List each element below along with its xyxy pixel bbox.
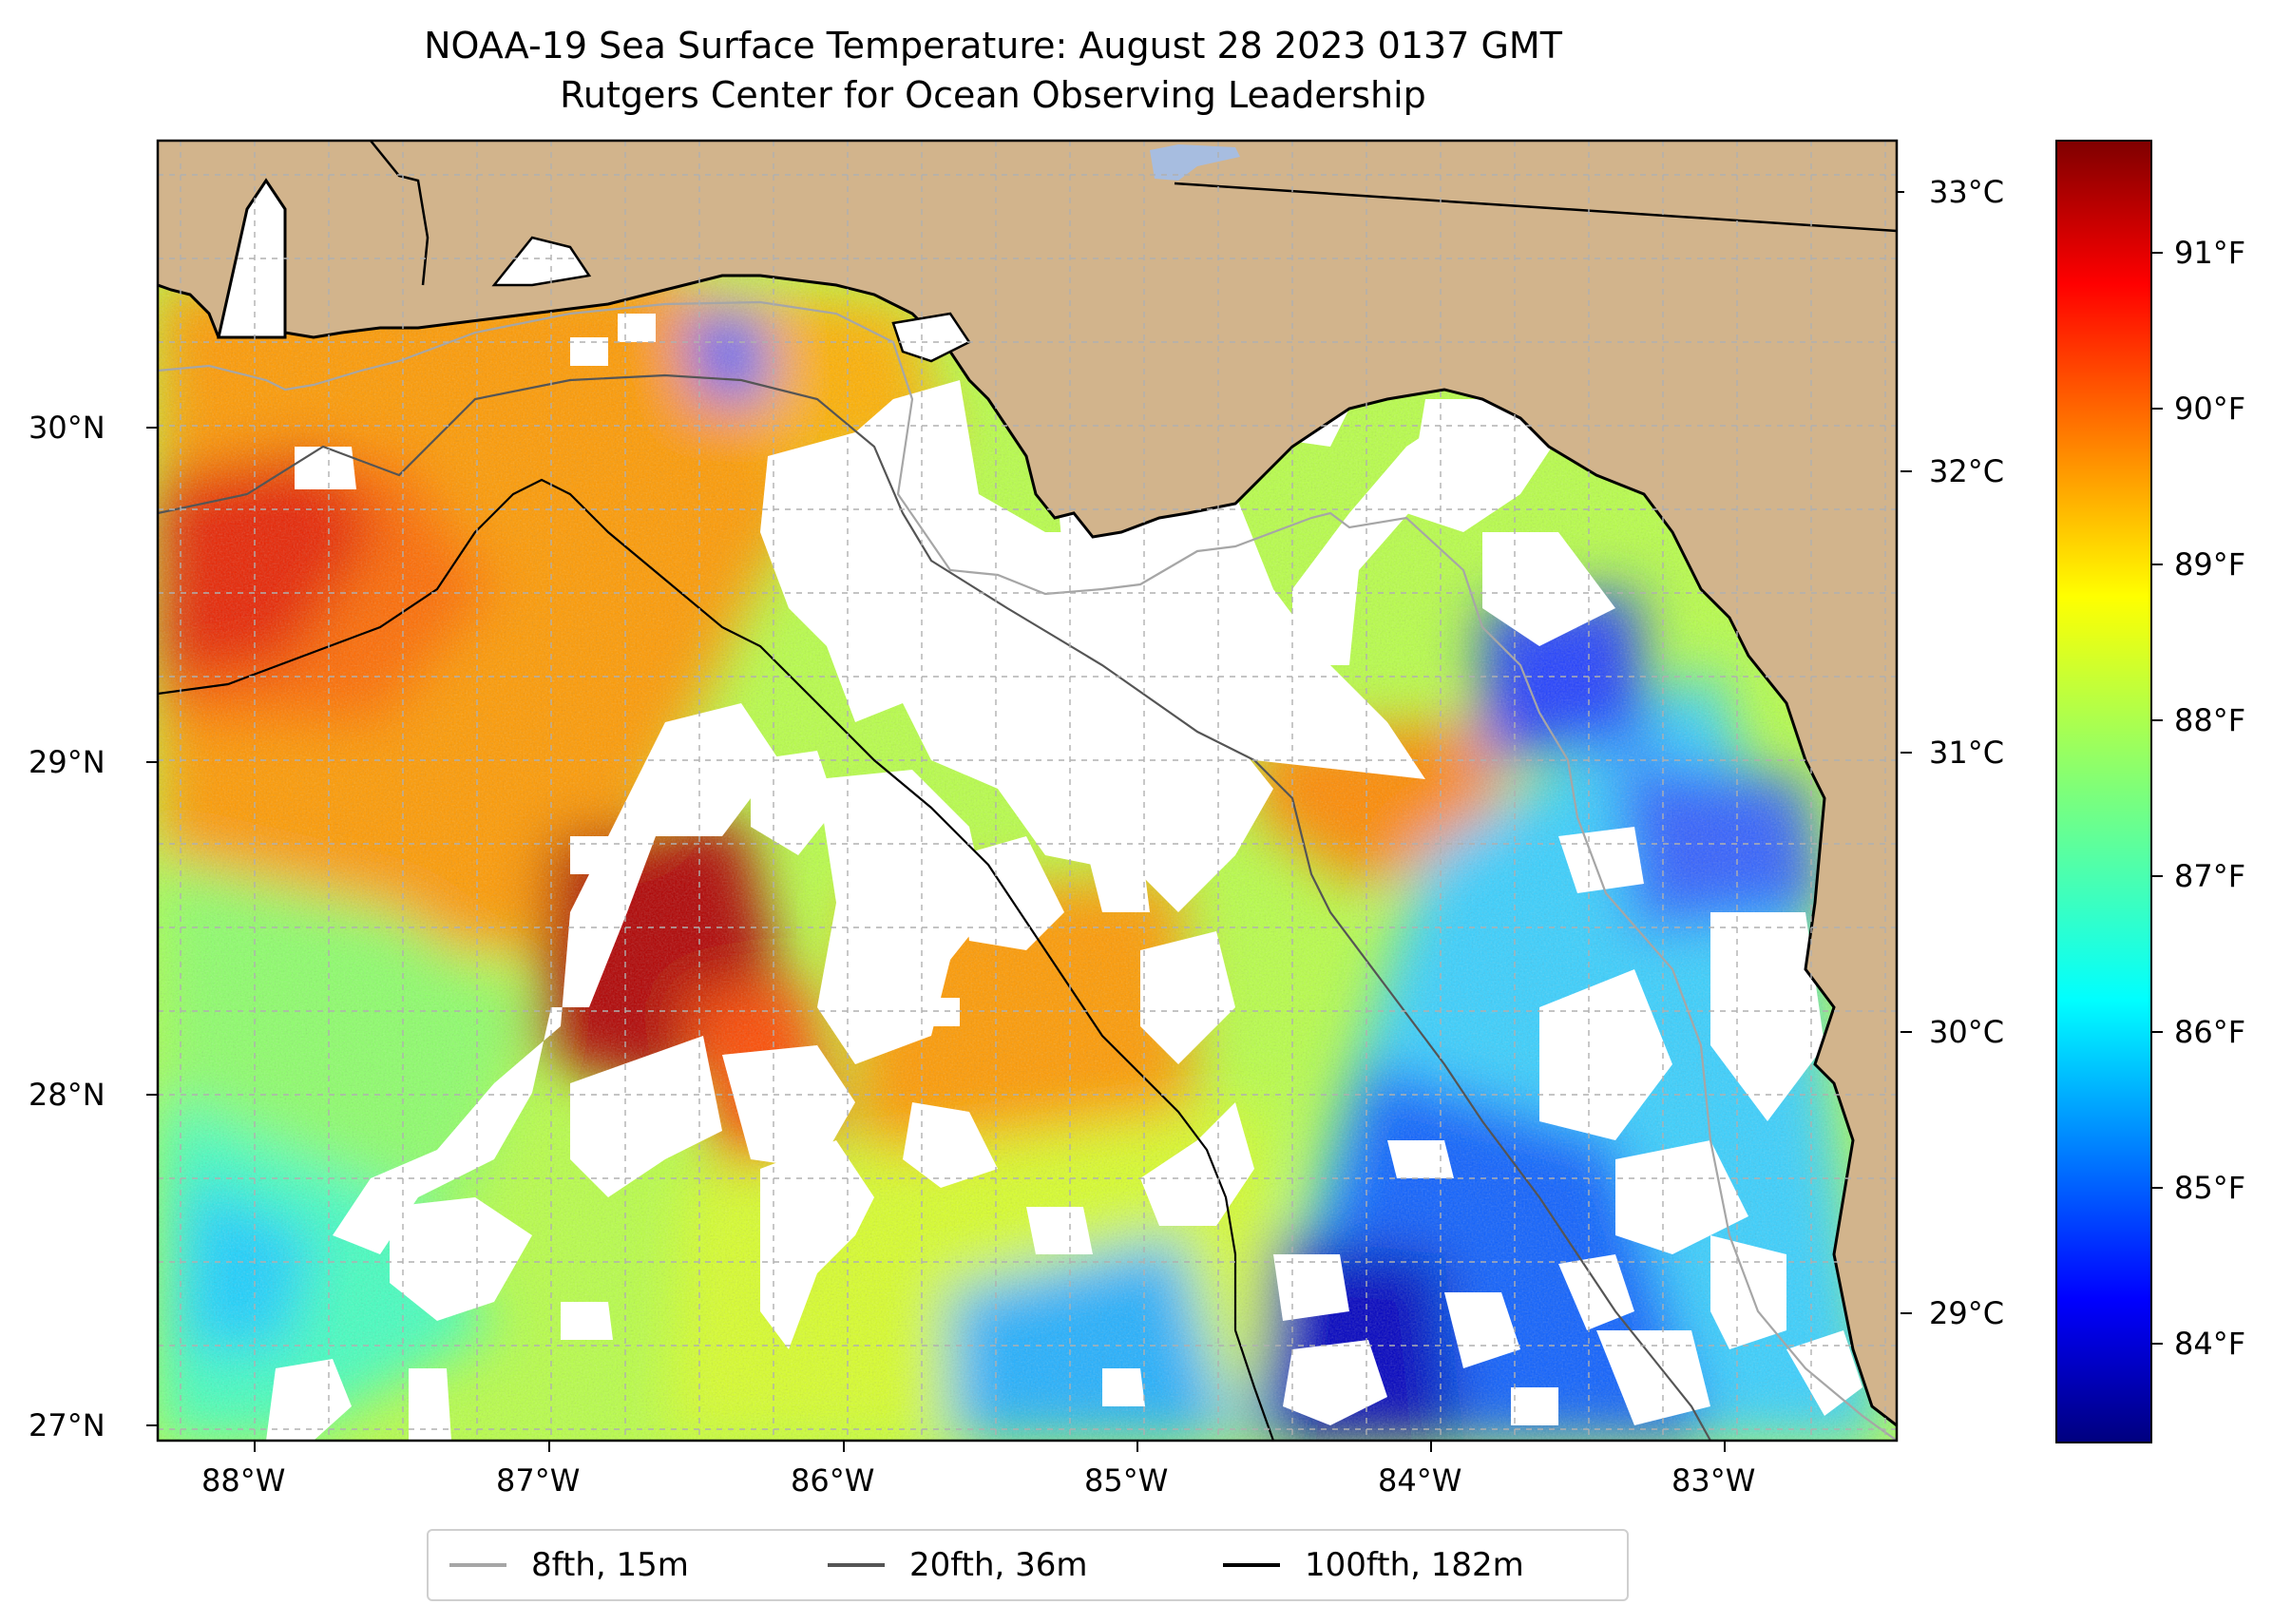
st-andrew-bay [891, 312, 971, 363]
gridlines [158, 141, 1897, 1441]
lon-tick-86w: 86°W [791, 1462, 875, 1499]
cb-fahrenheit-89: 89°F [2174, 546, 2246, 583]
map-title: NOAA-19 Sea Surface Temperature: August … [424, 25, 1562, 67]
cb-fahrenheit-91: 91°F [2174, 235, 2246, 271]
cb-fahrenheit-90: 90°F [2174, 391, 2246, 427]
cb-fahrenheit-86: 86°F [2174, 1014, 2246, 1050]
legend-item-100fth: 100fth, 182m [1223, 1531, 1524, 1599]
lon-tick-87w: 87°W [496, 1462, 581, 1499]
legend-item-8fth: 8fth, 15m [449, 1531, 689, 1599]
legend-swatch-100fth [1223, 1563, 1280, 1567]
colorbar-ticks [1897, 191, 2163, 1345]
pensacola-bay [491, 236, 592, 287]
coastline [158, 274, 1897, 1427]
cb-fahrenheit-88: 88°F [2174, 702, 2246, 738]
lat-tick-30n: 30°N [29, 410, 105, 446]
lat-tick-27n: 27°N [29, 1407, 105, 1443]
land [158, 141, 1897, 1441]
cb-celsius-33: 33°C [1929, 174, 2005, 210]
cb-celsius-31: 31°C [1929, 735, 2005, 771]
map-subtitle: Rutgers Center for Ocean Observing Leade… [560, 74, 1426, 116]
isobath-legend: 8fth, 15m 20fth, 36m 100fth, 182m [427, 1529, 1629, 1601]
cb-fahrenheit-87: 87°F [2174, 858, 2246, 894]
cb-celsius-32: 32°C [1929, 453, 2005, 489]
legend-swatch-20fth [828, 1563, 885, 1567]
state-border-al-fl [370, 141, 430, 286]
legend-label-20fth: 20fth, 36m [909, 1546, 1088, 1584]
cb-fahrenheit-85: 85°F [2174, 1170, 2246, 1206]
lon-tick-85w: 85°W [1084, 1462, 1169, 1499]
map-plot-area [158, 141, 1897, 1441]
legend-item-20fth: 20fth, 36m [828, 1531, 1088, 1599]
lon-tick-84w: 84°W [1378, 1462, 1462, 1499]
cb-celsius-30: 30°C [1929, 1014, 2005, 1050]
state-border-ga-fl [1174, 182, 1897, 233]
legend-label-8fth: 8fth, 15m [531, 1546, 689, 1584]
lon-tick-88w: 88°W [201, 1462, 286, 1499]
legend-label-100fth: 100fth, 182m [1305, 1546, 1524, 1584]
cb-fahrenheit-84: 84°F [2174, 1326, 2246, 1362]
lat-tick-29n: 29°N [29, 744, 105, 780]
map-frame [156, 139, 1899, 1442]
lake [1150, 144, 1240, 181]
lon-tick-83w: 83°W [1671, 1462, 1756, 1499]
cb-celsius-29: 29°C [1929, 1295, 2005, 1331]
axis-ticks [146, 427, 1726, 1452]
colorbar [2055, 140, 2152, 1443]
cloud-mask [266, 314, 1862, 1441]
isobath-8fth [158, 300, 1897, 1441]
isobath-20fth [158, 373, 1711, 1441]
isobath-100fth [158, 478, 1275, 1441]
lat-tick-28n: 28°N [29, 1077, 105, 1113]
legend-swatch-8fth [449, 1563, 506, 1567]
